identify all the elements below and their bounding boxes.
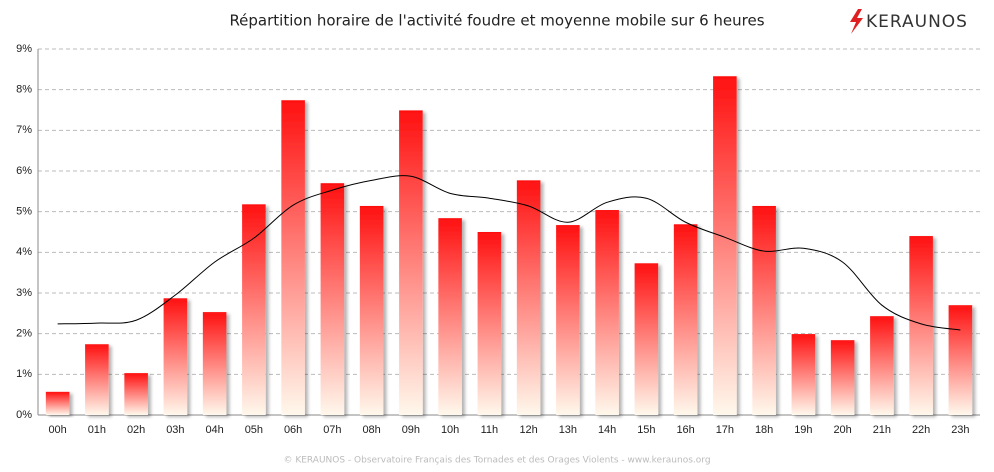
x-tick-label: 12h [519,424,537,436]
bar [399,110,423,415]
x-tick-label: 21h [873,424,891,436]
y-tick-label: 3% [16,287,32,299]
x-tick-label: 06h [284,424,302,436]
bar [948,305,973,415]
x-tick-label: 03h [166,424,184,436]
bar [45,391,70,415]
x-tick-label: 07h [323,424,341,436]
logo: KERAUNOS [850,9,968,34]
bar [556,225,580,415]
bar [870,316,894,415]
x-tick-label: 10h [441,424,459,436]
bar [477,232,502,415]
x-tick-label: 04h [205,424,223,436]
x-tick-label: 16h [676,424,694,436]
y-tick-label: 5% [16,206,32,218]
moving-average-line [57,175,961,331]
bar [124,373,148,415]
x-tick-label: 01h [88,424,106,436]
y-tick-label: 6% [16,165,32,177]
y-tick-label: 8% [16,84,32,96]
x-tick-label: 15h [637,424,655,436]
y-tick-label: 0% [16,409,32,421]
bar [320,183,345,415]
bar [752,205,776,415]
footer: © KERAUNOS - Observatoire Français des T… [283,456,710,466]
bar [242,204,266,415]
x-tick-label: 05h [245,424,263,436]
x-tick-label: 17h [716,424,734,436]
bar [438,218,462,415]
x-tick-label: 08h [362,424,380,436]
bar [359,205,384,415]
x-tick-label: 22h [912,424,930,436]
x-tick-label: 23h [951,424,969,436]
logo-text: KERAUNOS [866,12,968,32]
bar [595,210,619,415]
bar [85,344,109,415]
bar [202,312,227,415]
bar [163,298,188,415]
y-tick-label: 2% [16,328,32,340]
x-tick-label: 02h [127,424,145,436]
bar [281,100,305,416]
y-tick-label: 4% [16,246,32,258]
x-tick-label: 19h [794,424,812,436]
x-tick-label: 18h [755,424,773,436]
bar [673,224,698,415]
x-tick-label: 20h [833,424,851,436]
bar [516,180,541,415]
bar [909,236,933,415]
x-tick-label: 00h [48,424,66,436]
y-tick-label: 9% [16,43,32,55]
x-tick-label: 14h [598,424,616,436]
bar [634,263,659,415]
y-tick-label: 7% [16,124,32,136]
chart-title: Répartition horaire de l'activité foudre… [229,12,764,30]
bar [830,340,855,415]
y-tick-label: 1% [16,368,32,380]
bar [713,76,737,415]
x-tick-label: 11h [481,424,499,436]
bar [791,334,816,415]
x-tick-label: 13h [559,424,577,436]
x-tick-label: 09h [402,424,420,436]
logo-icon [850,9,863,34]
